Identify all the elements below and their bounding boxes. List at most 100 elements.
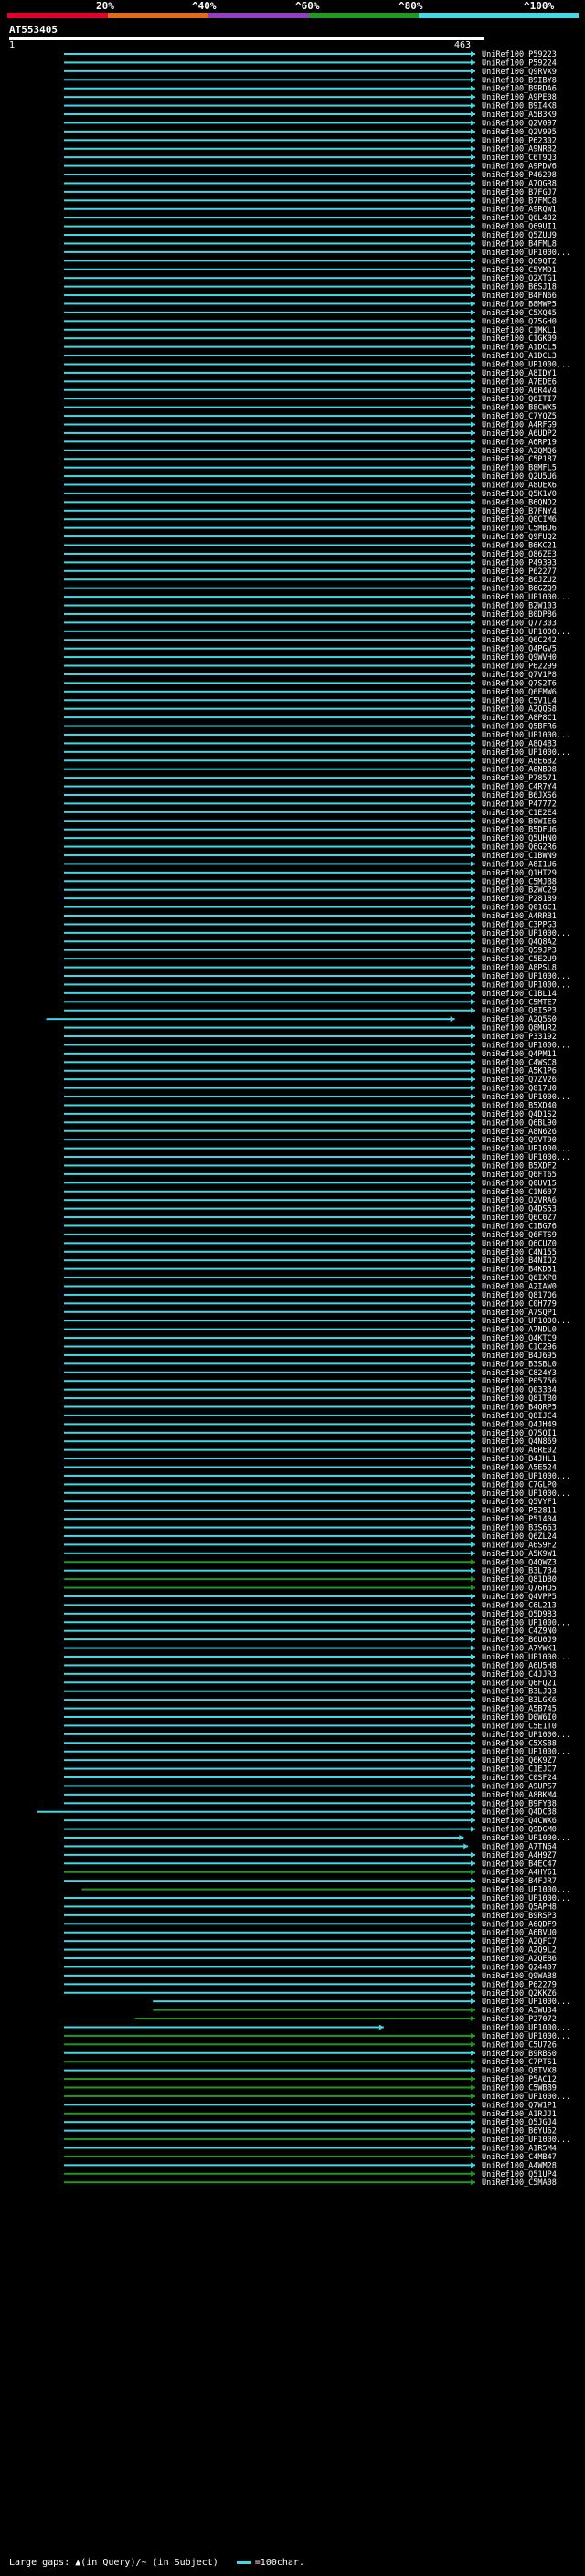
hit-label-245[interactable]: UniRef100_A4WM28 xyxy=(482,2161,557,2170)
hit-label-102[interactable]: UniRef100_UP1000... xyxy=(482,929,570,938)
hit-label-210[interactable]: UniRef100_B4EC47 xyxy=(482,1860,557,1869)
hit-label-43[interactable]: UniRef100_A4RFG9 xyxy=(482,420,557,429)
hit-label-110[interactable]: UniRef100_C5MTE7 xyxy=(482,998,557,1007)
hit-label-30[interactable]: UniRef100_C5XQ45 xyxy=(482,309,557,318)
hit-label-178[interactable]: UniRef100_Q76HO5 xyxy=(482,1585,557,1594)
hit-label-3[interactable]: UniRef100_B9IBY8 xyxy=(482,76,557,85)
hit-label-50[interactable]: UniRef100_A8UEX6 xyxy=(482,482,557,491)
hit-label-159[interactable]: UniRef100_Q4JH49 xyxy=(482,1420,557,1429)
hit-label-76[interactable]: UniRef100_A2QQS8 xyxy=(482,705,557,715)
hit-label-246[interactable]: UniRef100_Q51UP4 xyxy=(482,2170,557,2179)
hit-label-32[interactable]: UniRef100_C1MKL1 xyxy=(482,326,557,335)
hit-label-56[interactable]: UniRef100_Q9FUQ2 xyxy=(482,533,557,542)
hit-label-97[interactable]: UniRef100_B2WC29 xyxy=(482,886,557,896)
hit-label-125[interactable]: UniRef100_A8N626 xyxy=(482,1128,557,1137)
hit-label-22[interactable]: UniRef100_B4FML8 xyxy=(482,239,557,249)
hit-label-215[interactable]: UniRef100_Q5APH8 xyxy=(482,1903,557,1912)
hit-label-182[interactable]: UniRef100_UP1000... xyxy=(482,1618,570,1627)
hit-label-157[interactable]: UniRef100_B4QRP5 xyxy=(482,1404,557,1413)
hit-label-147[interactable]: UniRef100_UP1000... xyxy=(482,1317,570,1326)
hit-label-47[interactable]: UniRef100_C5P187 xyxy=(482,455,557,464)
hit-label-220[interactable]: UniRef100_A2Q9L2 xyxy=(482,1946,557,1956)
hit-label-58[interactable]: UniRef100_Q86ZE3 xyxy=(482,550,557,559)
hit-label-241[interactable]: UniRef100_B6YU62 xyxy=(482,2127,557,2136)
hit-label-234[interactable]: UniRef100_Q8TVX8 xyxy=(482,2067,557,2076)
hit-label-211[interactable]: UniRef100_A4HY61 xyxy=(482,1869,557,1878)
hit-label-29[interactable]: UniRef100_B8MWP5 xyxy=(482,300,557,309)
hit-label-84[interactable]: UniRef100_P78571 xyxy=(482,774,557,783)
hit-label-145[interactable]: UniRef100_C0H779 xyxy=(482,1299,557,1309)
hit-label-181[interactable]: UniRef100_Q5D9B3 xyxy=(482,1610,557,1619)
hit-label-119[interactable]: UniRef100_Q7ZV26 xyxy=(482,1076,557,1085)
hit-label-201[interactable]: UniRef100_A9UPS7 xyxy=(482,1782,557,1791)
hit-label-111[interactable]: UniRef100_Q8I5P3 xyxy=(482,1007,557,1016)
hit-label-166[interactable]: UniRef100_C7GLP0 xyxy=(482,1480,557,1489)
hit-label-113[interactable]: UniRef100_Q8MUR2 xyxy=(482,1024,557,1034)
hit-label-96[interactable]: UniRef100_C5MJB8 xyxy=(482,877,557,886)
hit-label-75[interactable]: UniRef100_C5V1L4 xyxy=(482,696,557,705)
hit-label-106[interactable]: UniRef100_A8PSL8 xyxy=(482,964,557,973)
hit-label-124[interactable]: UniRef100_Q6BL90 xyxy=(482,1118,557,1128)
hit-label-123[interactable]: UniRef100_Q4D1S2 xyxy=(482,1110,557,1119)
hit-label-114[interactable]: UniRef100_P33192 xyxy=(482,1033,557,1042)
hit-label-141[interactable]: UniRef100_B4KD51 xyxy=(482,1266,557,1275)
hit-label-44[interactable]: UniRef100_A6UDP2 xyxy=(482,429,557,439)
hit-label-223[interactable]: UniRef100_Q9WAB8 xyxy=(482,1972,557,1981)
hit-label-148[interactable]: UniRef100_A7NDL0 xyxy=(482,1326,557,1335)
hit-label-169[interactable]: UniRef100_P52811 xyxy=(482,1507,557,1516)
hit-label-6[interactable]: UniRef100_B9I4K8 xyxy=(482,102,557,111)
hit-label-11[interactable]: UniRef100_A9NRB2 xyxy=(482,145,557,154)
hit-label-66[interactable]: UniRef100_Q77303 xyxy=(482,619,557,628)
hit-label-187[interactable]: UniRef100_A6U5H8 xyxy=(482,1661,557,1670)
hit-label-27[interactable]: UniRef100_B6SJ18 xyxy=(482,283,557,292)
hit-label-121[interactable]: UniRef100_UP1000... xyxy=(482,1093,570,1102)
hit-label-112[interactable]: UniRef100_A2Q5S0 xyxy=(482,1015,557,1024)
hit-label-150[interactable]: UniRef100_C1C296 xyxy=(482,1343,557,1352)
hit-label-221[interactable]: UniRef100_A2QEB6 xyxy=(482,1955,557,1964)
hit-label-83[interactable]: UniRef100_A6NBD8 xyxy=(482,766,557,775)
hit-label-160[interactable]: UniRef100_Q75OI1 xyxy=(482,1429,557,1438)
hit-label-138[interactable]: UniRef100_Q6CUZ0 xyxy=(482,1239,557,1248)
hit-label-65[interactable]: UniRef100_B0DPB6 xyxy=(482,610,557,620)
hit-label-195[interactable]: UniRef100_UP1000... xyxy=(482,1731,570,1740)
hit-label-101[interactable]: UniRef100_C3PPG3 xyxy=(482,920,557,929)
hit-label-167[interactable]: UniRef100_UP1000... xyxy=(482,1489,570,1499)
hit-label-140[interactable]: UniRef100_B4NIO2 xyxy=(482,1256,557,1266)
hit-label-109[interactable]: UniRef100_C1BL14 xyxy=(482,990,557,999)
hit-label-129[interactable]: UniRef100_B5XDF2 xyxy=(482,1161,557,1171)
hit-label-67[interactable]: UniRef100_UP1000... xyxy=(482,628,570,637)
hit-label-108[interactable]: UniRef100_UP1000... xyxy=(482,981,570,990)
hit-label-161[interactable]: UniRef100_Q4N869 xyxy=(482,1437,557,1447)
hit-label-87[interactable]: UniRef100_P47772 xyxy=(482,800,557,809)
hit-label-104[interactable]: UniRef100_Q59JP3 xyxy=(482,947,557,956)
hit-label-153[interactable]: UniRef100_C824Y3 xyxy=(482,1369,557,1378)
hit-label-175[interactable]: UniRef100_Q4QWZ3 xyxy=(482,1558,557,1567)
hit-label-227[interactable]: UniRef100_A3WU34 xyxy=(482,2007,557,2016)
hit-label-134[interactable]: UniRef100_Q4DS53 xyxy=(482,1205,557,1214)
hit-label-171[interactable]: UniRef100_B3S663 xyxy=(482,1524,557,1533)
hit-label-196[interactable]: UniRef100_C5XSB8 xyxy=(482,1739,557,1748)
hit-label-225[interactable]: UniRef100_Q2KKZ6 xyxy=(482,1989,557,1998)
hit-label-81[interactable]: UniRef100_UP1000... xyxy=(482,748,570,758)
hit-label-136[interactable]: UniRef100_C1BG76 xyxy=(482,1222,557,1231)
hit-label-14[interactable]: UniRef100_P46298 xyxy=(482,171,557,180)
hit-label-99[interactable]: UniRef100_Q01GC1 xyxy=(482,904,557,913)
hit-label-8[interactable]: UniRef100_Q2V097 xyxy=(482,119,557,128)
hit-label-73[interactable]: UniRef100_Q7S2T6 xyxy=(482,679,557,688)
hit-label-231[interactable]: UniRef100_C5U726 xyxy=(482,2041,557,2050)
hit-label-203[interactable]: UniRef100_B9FY38 xyxy=(482,1799,557,1808)
hit-label-94[interactable]: UniRef100_A8I1U6 xyxy=(482,860,557,869)
hit-label-154[interactable]: UniRef100_P05756 xyxy=(482,1377,557,1386)
hit-label-18[interactable]: UniRef100_A9RQW1 xyxy=(482,206,557,215)
hit-label-93[interactable]: UniRef100_C1BWN9 xyxy=(482,852,557,861)
hit-label-24[interactable]: UniRef100_Q69QT2 xyxy=(482,257,557,266)
hit-label-57[interactable]: UniRef100_B6KC21 xyxy=(482,542,557,551)
hit-label-49[interactable]: UniRef100_Q2U5U6 xyxy=(482,472,557,482)
hit-label-91[interactable]: UniRef100_Q5UHN0 xyxy=(482,834,557,843)
hit-label-31[interactable]: UniRef100_Q75GH0 xyxy=(482,317,557,326)
hit-label-152[interactable]: UniRef100_B3SBL0 xyxy=(482,1360,557,1369)
hit-label-118[interactable]: UniRef100_A5K1P6 xyxy=(482,1067,557,1076)
hit-label-116[interactable]: UniRef100_Q4PM11 xyxy=(482,1050,557,1059)
hit-label-177[interactable]: UniRef100_Q81DB0 xyxy=(482,1575,557,1585)
hit-label-68[interactable]: UniRef100_Q6C242 xyxy=(482,636,557,645)
